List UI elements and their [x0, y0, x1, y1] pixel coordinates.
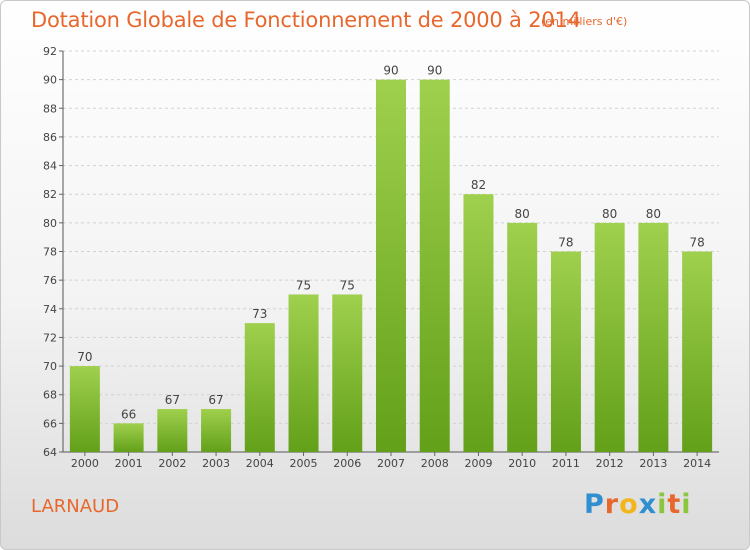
bar	[244, 323, 275, 452]
x-tick-label: 2010	[508, 457, 536, 470]
bar	[550, 251, 581, 452]
bar	[594, 222, 625, 452]
y-tick-label: 86	[43, 131, 57, 144]
data-label: 90	[427, 64, 442, 78]
bar	[201, 409, 232, 452]
chart-unit: (en milliers d'€)	[541, 15, 628, 28]
data-label: 70	[77, 350, 92, 364]
data-label: 75	[296, 278, 311, 292]
logo-letter: r	[604, 489, 620, 520]
data-label: 82	[471, 178, 486, 192]
y-tick-label: 88	[43, 102, 57, 115]
x-tick-label: 2003	[202, 457, 230, 470]
bar	[157, 409, 188, 452]
logo-letter: x	[638, 489, 658, 520]
logo-letter: t	[667, 489, 682, 520]
x-tick-label: 2001	[115, 457, 143, 470]
data-label: 90	[383, 64, 398, 78]
data-label: 67	[165, 393, 180, 407]
y-tick-label: 74	[43, 303, 57, 316]
x-tick-label: 2007	[377, 457, 405, 470]
y-tick-label: 68	[43, 389, 57, 402]
y-tick-label: 72	[43, 331, 57, 344]
proxiti-logo[interactable]: Proxiti	[584, 489, 692, 520]
data-label: 73	[252, 307, 267, 321]
y-tick-label: 92	[43, 45, 57, 58]
logo-letter: o	[619, 489, 639, 520]
x-tick-label: 2000	[71, 457, 99, 470]
data-label: 66	[121, 407, 136, 421]
x-tick-label: 2012	[596, 457, 624, 470]
data-label: 67	[208, 393, 223, 407]
data-label: 80	[515, 207, 530, 221]
bar	[507, 222, 538, 452]
y-tick-label: 80	[43, 217, 57, 230]
data-label: 80	[646, 207, 661, 221]
data-label: 75	[340, 278, 355, 292]
bar	[682, 251, 713, 452]
data-label: 80	[602, 207, 617, 221]
y-tick-label: 66	[43, 417, 57, 430]
bar	[376, 79, 406, 453]
x-tick-label: 2005	[290, 457, 318, 470]
commune-name: LARNAUD	[31, 496, 120, 517]
logo-letter: i	[657, 489, 668, 520]
bar	[332, 294, 363, 452]
y-tick-label: 64	[43, 446, 57, 459]
y-tick-label: 90	[43, 74, 57, 87]
x-tick-label: 2006	[333, 457, 361, 470]
logo-letter: P	[584, 489, 605, 520]
logo-letter: i	[681, 489, 692, 520]
bar	[69, 366, 100, 452]
bar	[463, 194, 494, 452]
x-tick-label: 2008	[421, 457, 449, 470]
y-tick-label: 76	[43, 274, 57, 287]
y-tick-label: 84	[43, 160, 57, 173]
chart-title: Dotation Globale de Fonctionnement de 20…	[31, 8, 581, 32]
y-tick-label: 78	[43, 246, 57, 259]
bar	[419, 79, 450, 453]
bar	[113, 423, 144, 452]
y-tick-label: 82	[43, 188, 57, 201]
bar	[638, 222, 669, 452]
x-tick-label: 2014	[683, 457, 711, 470]
x-tick-label: 2009	[464, 457, 492, 470]
x-tick-label: 2002	[158, 457, 186, 470]
x-tick-label: 2004	[246, 457, 274, 470]
bar	[288, 294, 319, 452]
x-tick-label: 2013	[639, 457, 667, 470]
y-tick-label: 70	[43, 360, 57, 373]
data-label: 78	[689, 236, 704, 250]
x-tick-label: 2011	[552, 457, 580, 470]
data-label: 78	[558, 236, 573, 250]
